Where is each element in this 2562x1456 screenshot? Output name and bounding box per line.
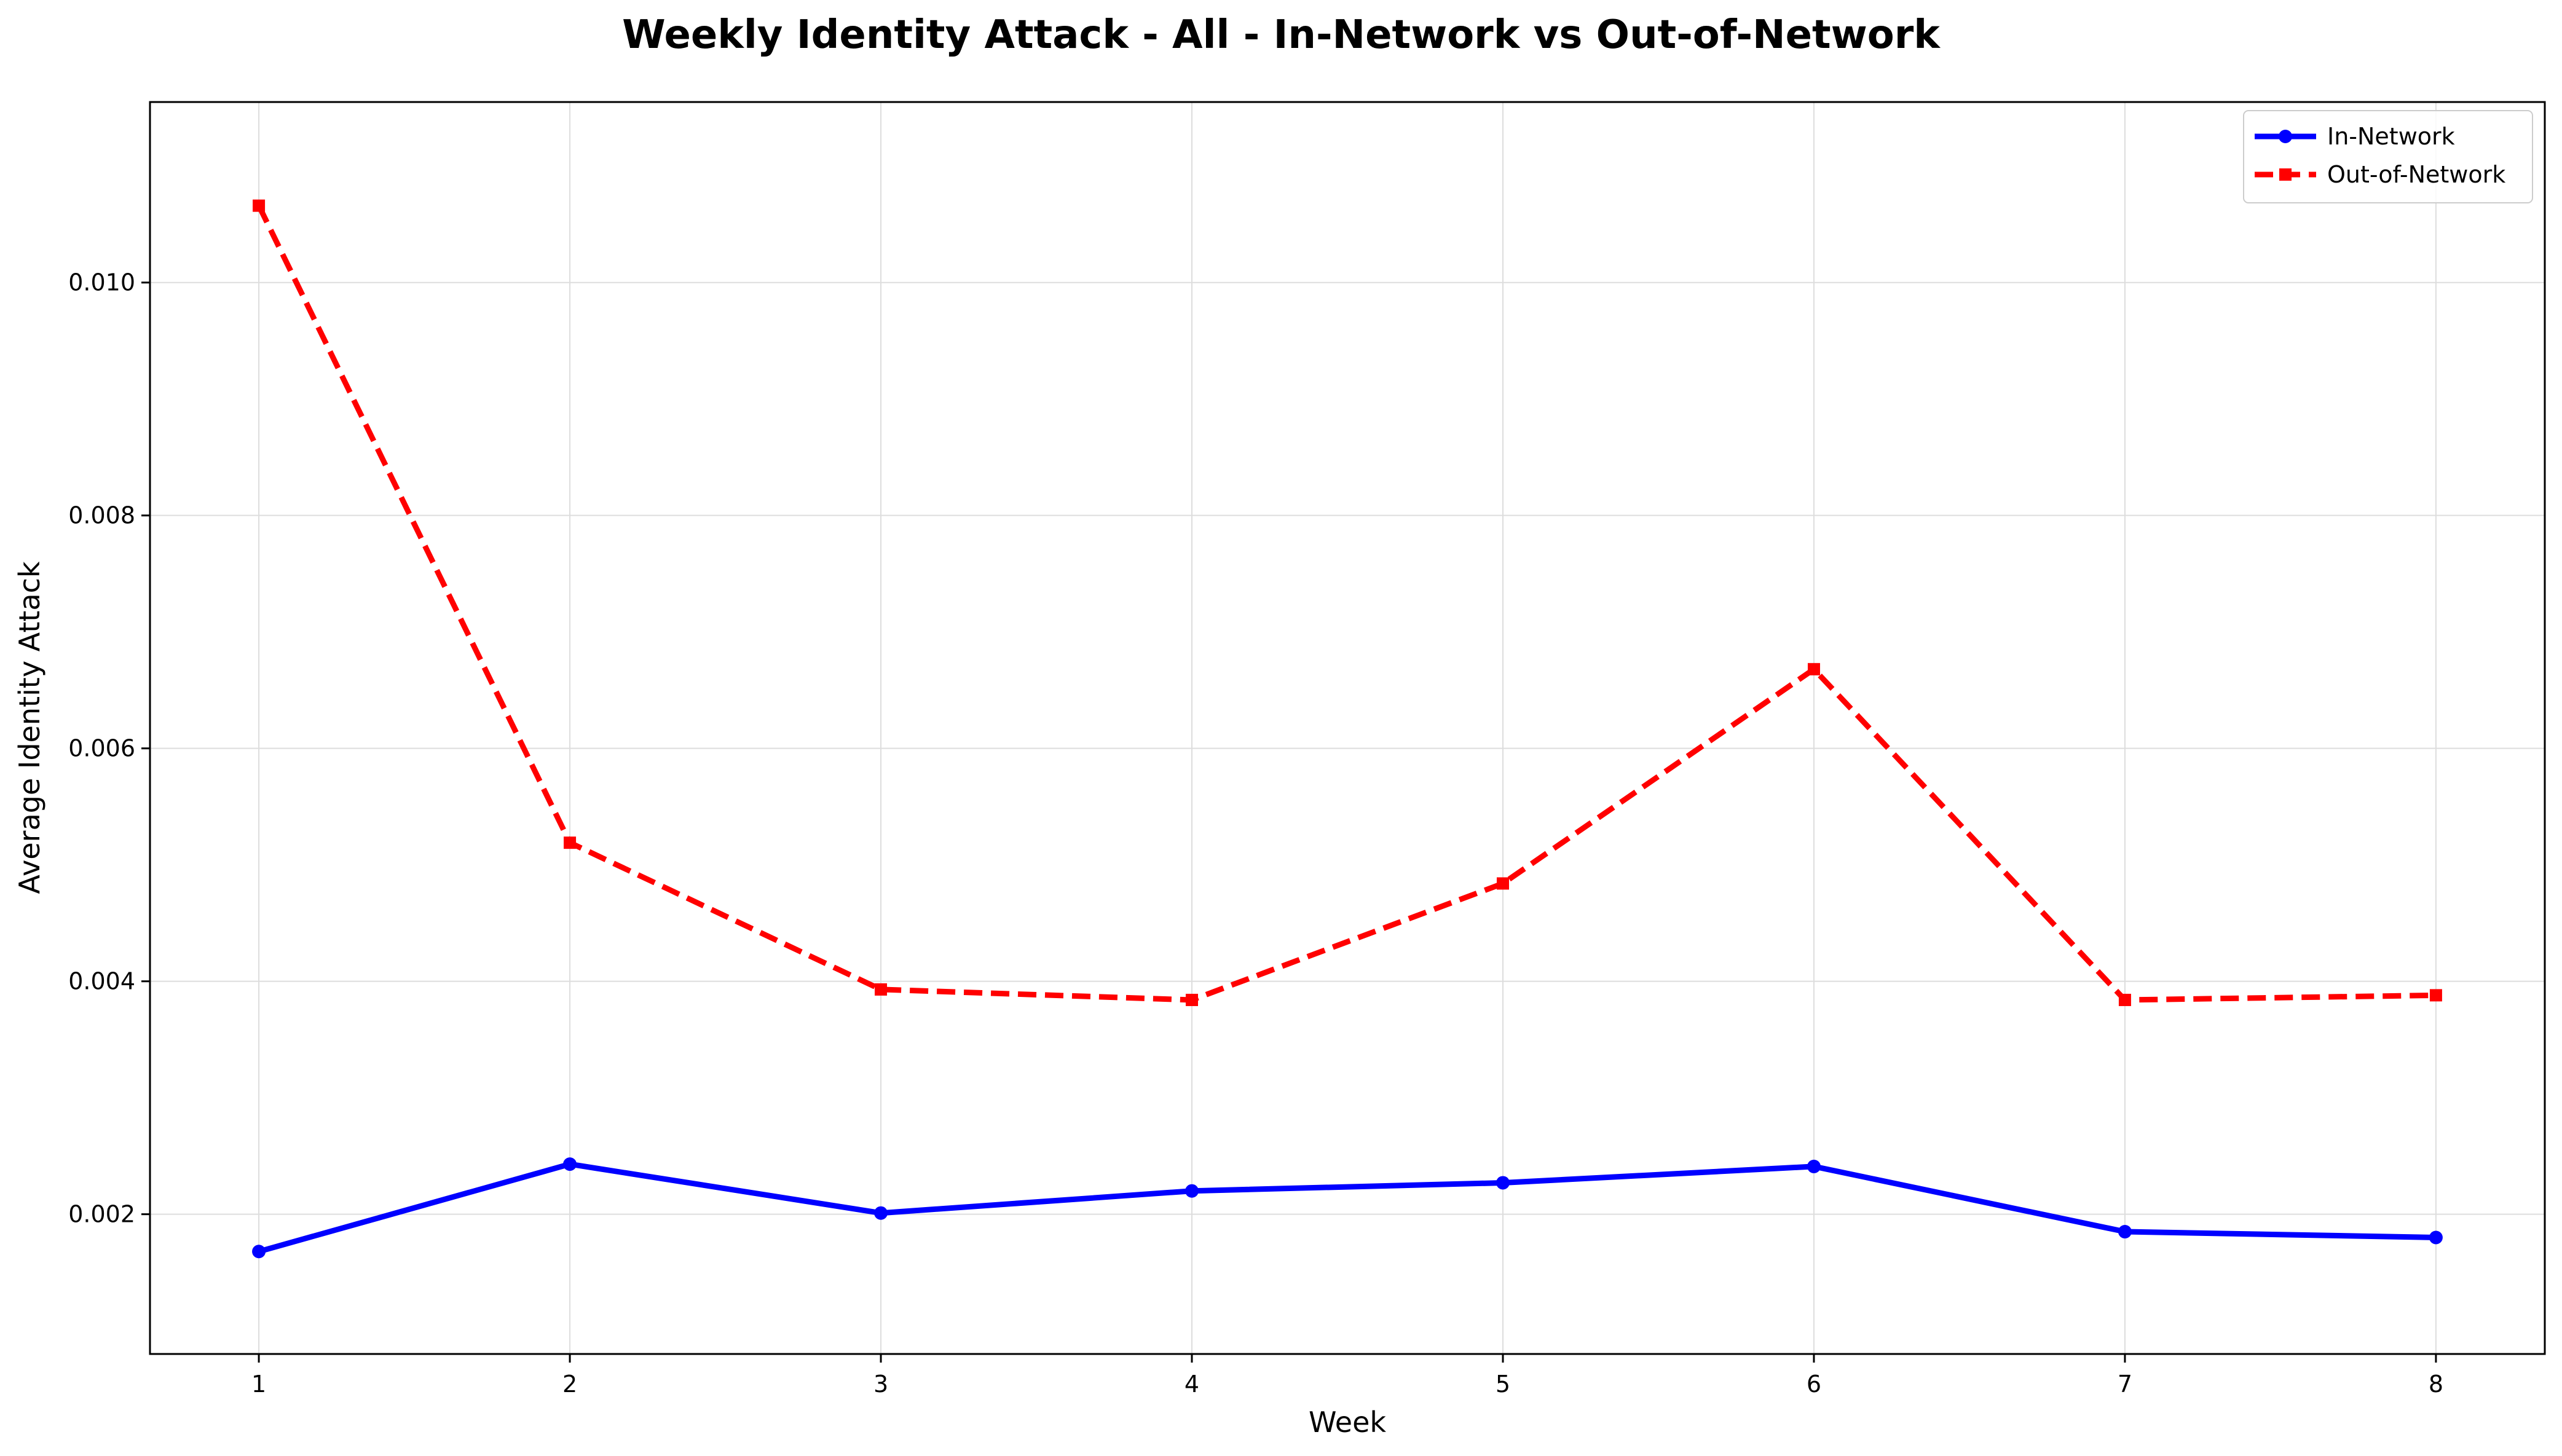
data-point-in-network [252, 1245, 266, 1259]
data-point-in-network [1807, 1159, 1821, 1173]
legend-label-out-of-network: Out-of-Network [2327, 161, 2505, 188]
data-point-out-of-network [1807, 663, 1820, 675]
series-layer [252, 199, 2443, 1259]
y-tick-label: 0.006 [68, 735, 135, 762]
data-point-in-network [1185, 1184, 1199, 1198]
y-tick-label: 0.002 [68, 1201, 135, 1228]
grid-lines [150, 102, 2545, 1354]
plot-frame [149, 101, 2546, 1355]
series-line-out-of-network [256, 204, 2436, 1003]
x-tick-label: 1 [251, 1371, 266, 1398]
data-point-out-of-network [1496, 877, 1509, 890]
x-tick-label: 6 [1807, 1371, 1821, 1398]
data-point-out-of-network [564, 836, 577, 849]
x-tick-label: 8 [2429, 1371, 2443, 1398]
series-line-in-network [258, 1161, 2436, 1254]
x-tick-label: 5 [1496, 1371, 1510, 1398]
legend: In-Network Out-of-Network [2243, 110, 2533, 203]
data-point-in-network [874, 1206, 888, 1220]
data-point-out-of-network [2429, 989, 2442, 1002]
data-point-in-network [563, 1157, 577, 1171]
y-tick-label: 0.008 [68, 502, 135, 529]
data-point-out-of-network [1186, 993, 1199, 1006]
x-tick-label: 3 [873, 1371, 888, 1398]
x-tick-label: 7 [2118, 1371, 2132, 1398]
x-axis-label: Week [1309, 1406, 1386, 1439]
y-tick-label: 0.004 [68, 968, 135, 995]
legend-marker-in-network [2279, 130, 2292, 143]
data-point-out-of-network [253, 199, 266, 212]
legend-marker-out-of-network [2279, 168, 2292, 181]
y-axis-ticks: 0.002 0.004 0.006 0.008 0.010 [68, 269, 150, 1228]
y-axis-label: Average Identity Attack [13, 561, 46, 894]
legend-label-in-network: In-Network [2327, 123, 2455, 150]
y-tick-label: 0.010 [68, 269, 135, 296]
data-point-out-of-network [875, 983, 888, 996]
data-point-in-network [2118, 1225, 2132, 1239]
data-point-out-of-network [2118, 993, 2131, 1006]
x-axis-ticks: 1 2 3 4 5 6 7 8 [251, 1354, 2443, 1398]
x-tick-label: 2 [562, 1371, 577, 1398]
data-point-in-network [1496, 1176, 1510, 1190]
x-tick-label: 4 [1184, 1371, 1199, 1398]
chart-title: Weekly Identity Attack - All - In-Networ… [622, 12, 1941, 58]
data-point-in-network [2429, 1230, 2443, 1245]
